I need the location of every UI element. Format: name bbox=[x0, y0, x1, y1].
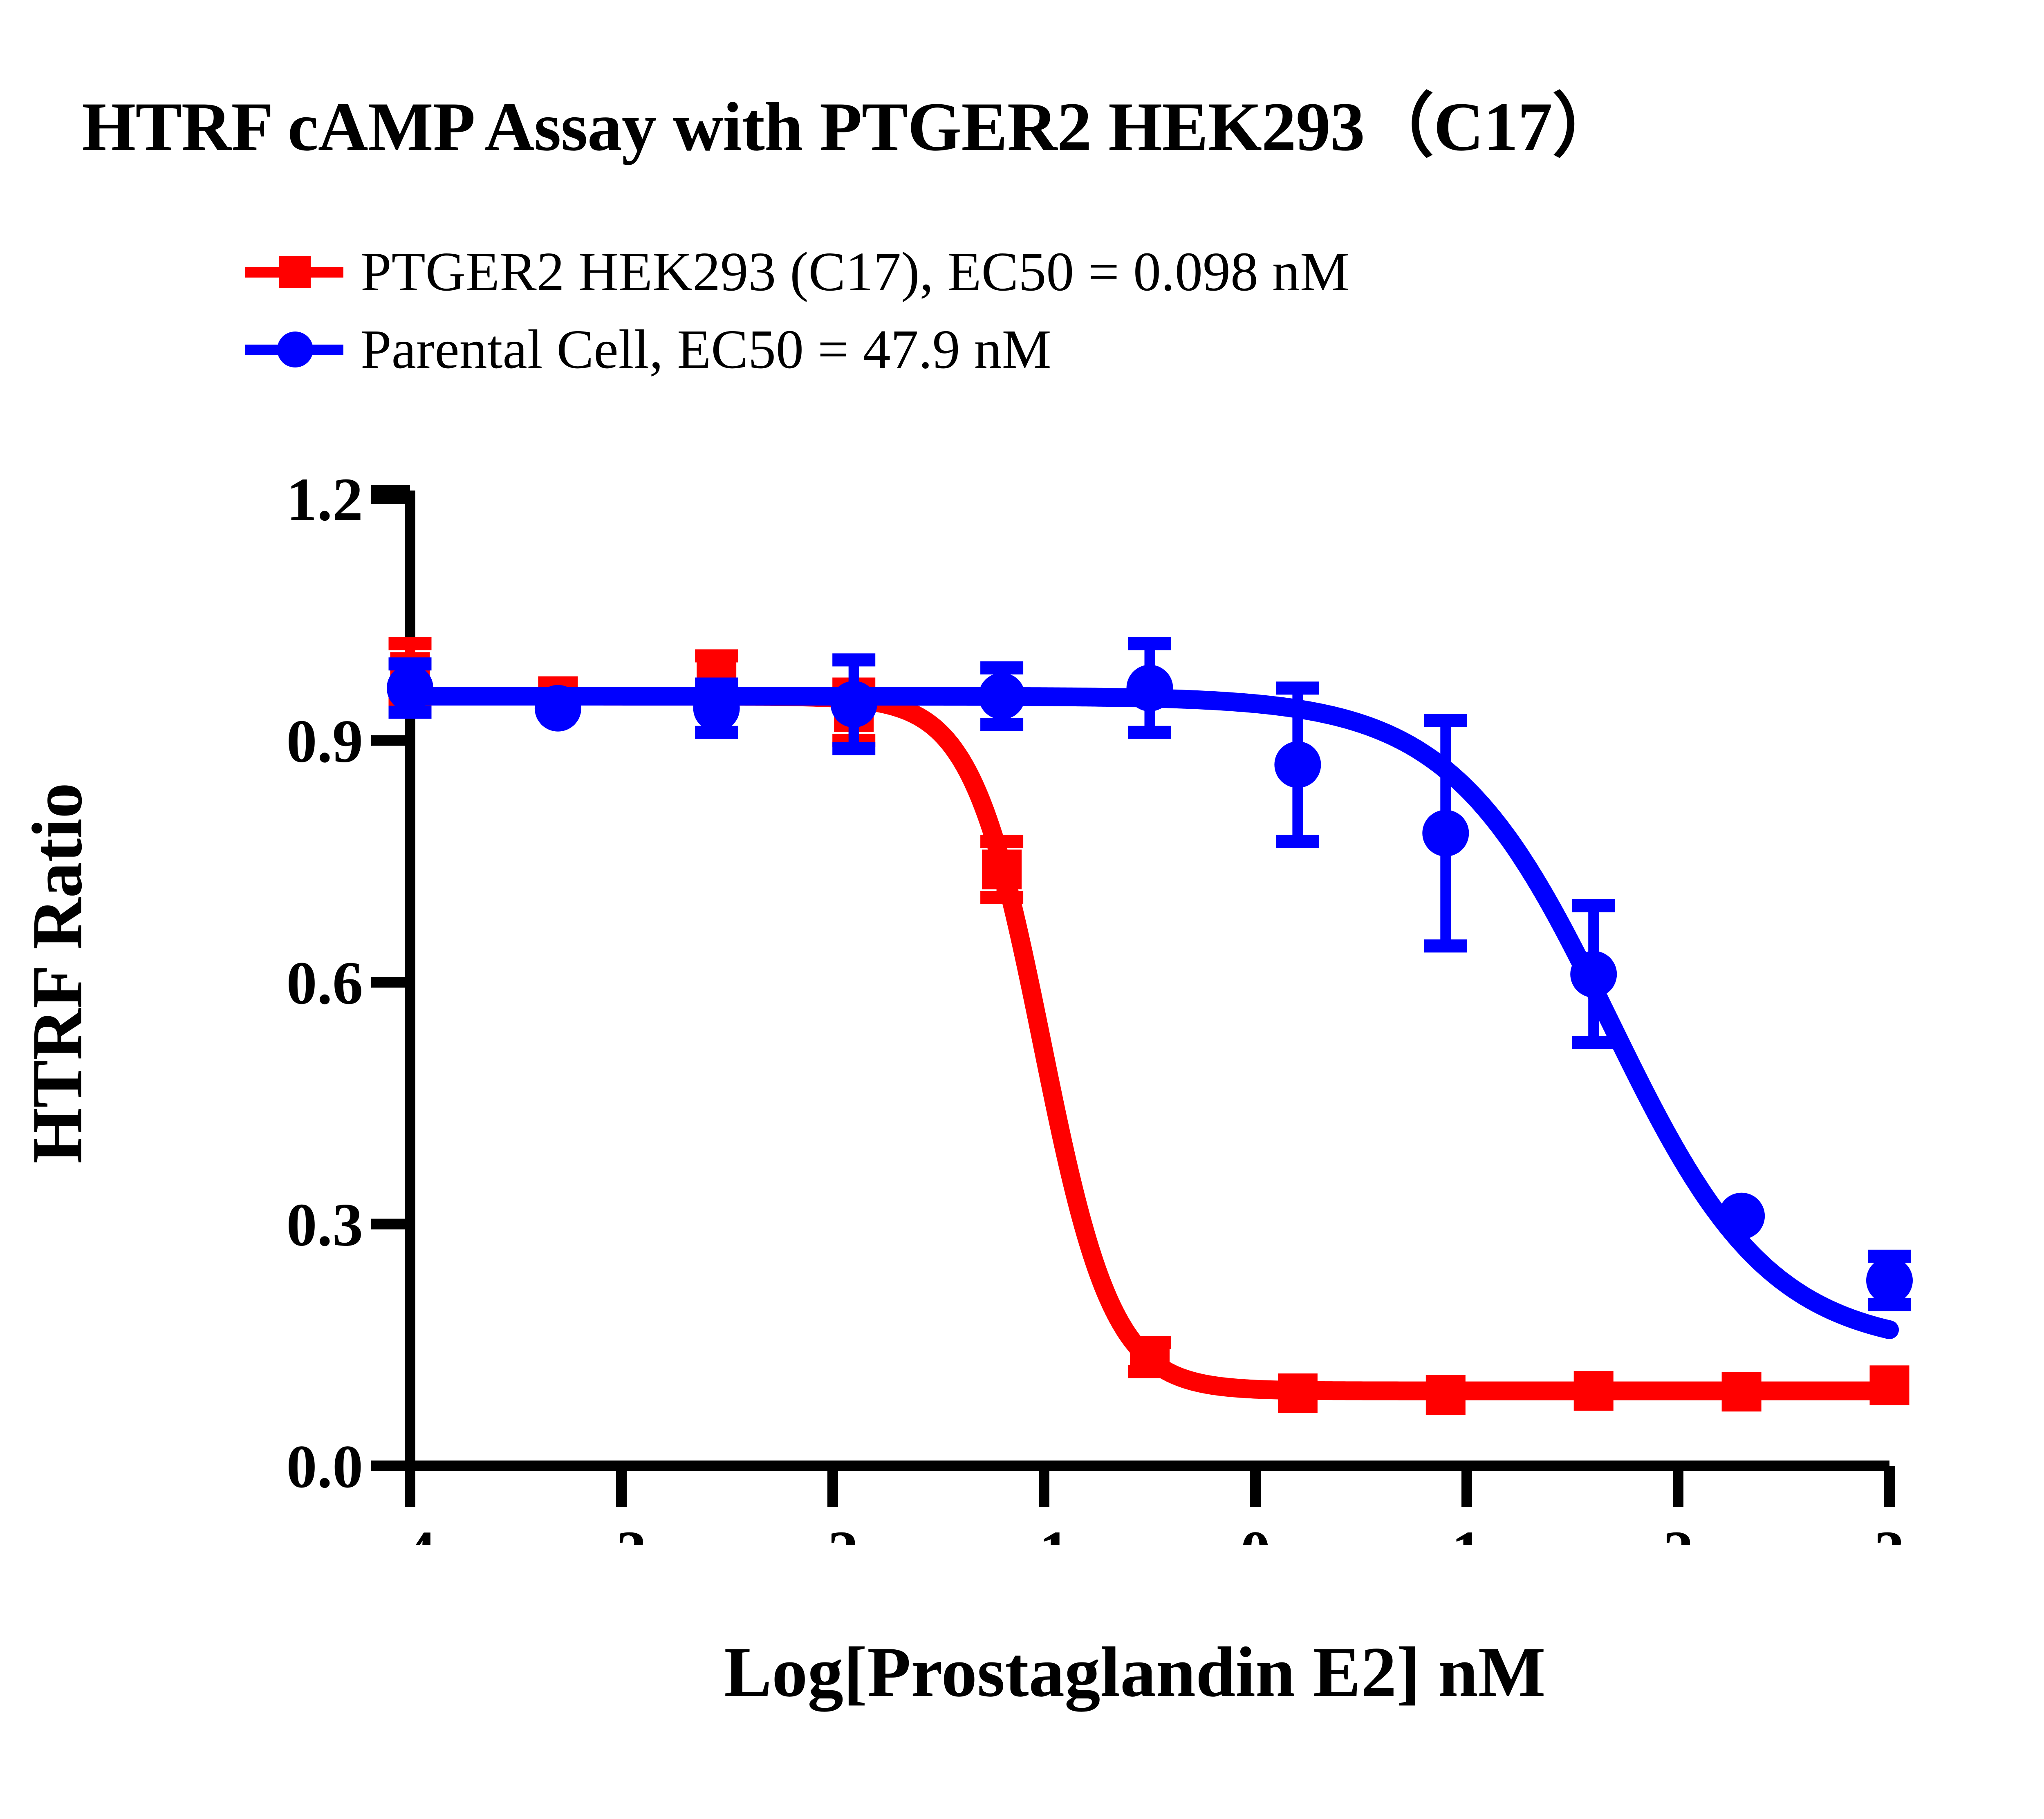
x-tick-label: -2 bbox=[807, 1519, 858, 1545]
data-point-circle bbox=[534, 685, 581, 732]
y-tick-label: 0.3 bbox=[287, 1191, 363, 1259]
legend-entry-ptger2: PTGER2 HEK293 (C17), EC50 = 0.098 nM bbox=[245, 233, 1349, 311]
x-tick-label: -4 bbox=[385, 1519, 436, 1545]
data-point-square bbox=[1130, 1337, 1170, 1377]
x-tick-label: -1 bbox=[1019, 1519, 1070, 1545]
y-tick-label: 0.9 bbox=[287, 708, 363, 775]
data-point-circle bbox=[1126, 665, 1173, 712]
data-point-square bbox=[1278, 1373, 1318, 1414]
series-curve-1 bbox=[401, 687, 1899, 1340]
x-tick-label: 0 bbox=[1240, 1519, 1271, 1545]
data-point-circle bbox=[387, 665, 433, 712]
chart-legend: PTGER2 HEK293 (C17), EC50 = 0.098 nM Par… bbox=[245, 233, 1349, 388]
page-title: HTRF cAMP Assay with PTGER2 HEK293（C17） bbox=[82, 88, 1622, 165]
legend-label-ptger2: PTGER2 HEK293 (C17), EC50 = 0.098 nM bbox=[361, 241, 1349, 302]
data-point-circle bbox=[1718, 1192, 1765, 1239]
x-tick-label: 3 bbox=[1874, 1519, 1905, 1545]
x-tick-label: 1 bbox=[1452, 1519, 1482, 1545]
series-curve-0 bbox=[401, 687, 1899, 1400]
data-point-circle bbox=[830, 681, 877, 728]
data-point-circle bbox=[978, 673, 1025, 720]
y-tick-label: 1.2 bbox=[287, 466, 363, 533]
data-point-square bbox=[1573, 1371, 1614, 1411]
x-tick-label: 2 bbox=[1663, 1519, 1694, 1545]
data-point-circle bbox=[1866, 1257, 1913, 1304]
plot-area: -4 -3 -2 -1 0 1 2 3 0.0 0.3 0.6 0.9 1.2 bbox=[0, 441, 2044, 1545]
legend-marker-circle-icon bbox=[245, 329, 343, 370]
legend-marker-square-icon bbox=[245, 251, 343, 292]
data-point-circle bbox=[693, 685, 740, 732]
tick-labels: -4 -3 -2 -1 0 1 2 3 0.0 0.3 0.6 0.9 1.2 bbox=[287, 466, 1905, 1545]
y-tick-label: 0.0 bbox=[287, 1433, 363, 1501]
data-series bbox=[387, 637, 1913, 1415]
x-tick-label: -3 bbox=[596, 1519, 647, 1545]
data-point-square bbox=[1721, 1372, 1762, 1412]
data-point-square bbox=[1425, 1375, 1466, 1415]
data-point-circle bbox=[1274, 741, 1321, 788]
legend-entry-parental: Parental Cell, EC50 = 47.9 nM bbox=[245, 311, 1349, 388]
data-point-circle bbox=[1570, 951, 1617, 998]
y-tick-label: 0.6 bbox=[287, 949, 363, 1017]
x-axis-label: Log[Prostaglandin E2] nM bbox=[724, 1632, 1546, 1711]
data-point-circle bbox=[1422, 810, 1469, 857]
data-point-square bbox=[1869, 1365, 1910, 1405]
y-axis-label: HTRF Ratio bbox=[17, 782, 97, 1164]
chart-svg: -4 -3 -2 -1 0 1 2 3 0.0 0.3 0.6 0.9 1.2 bbox=[287, 466, 1913, 1545]
data-point-square bbox=[982, 849, 1022, 889]
legend-label-parental: Parental Cell, EC50 = 47.9 nM bbox=[361, 319, 1051, 380]
